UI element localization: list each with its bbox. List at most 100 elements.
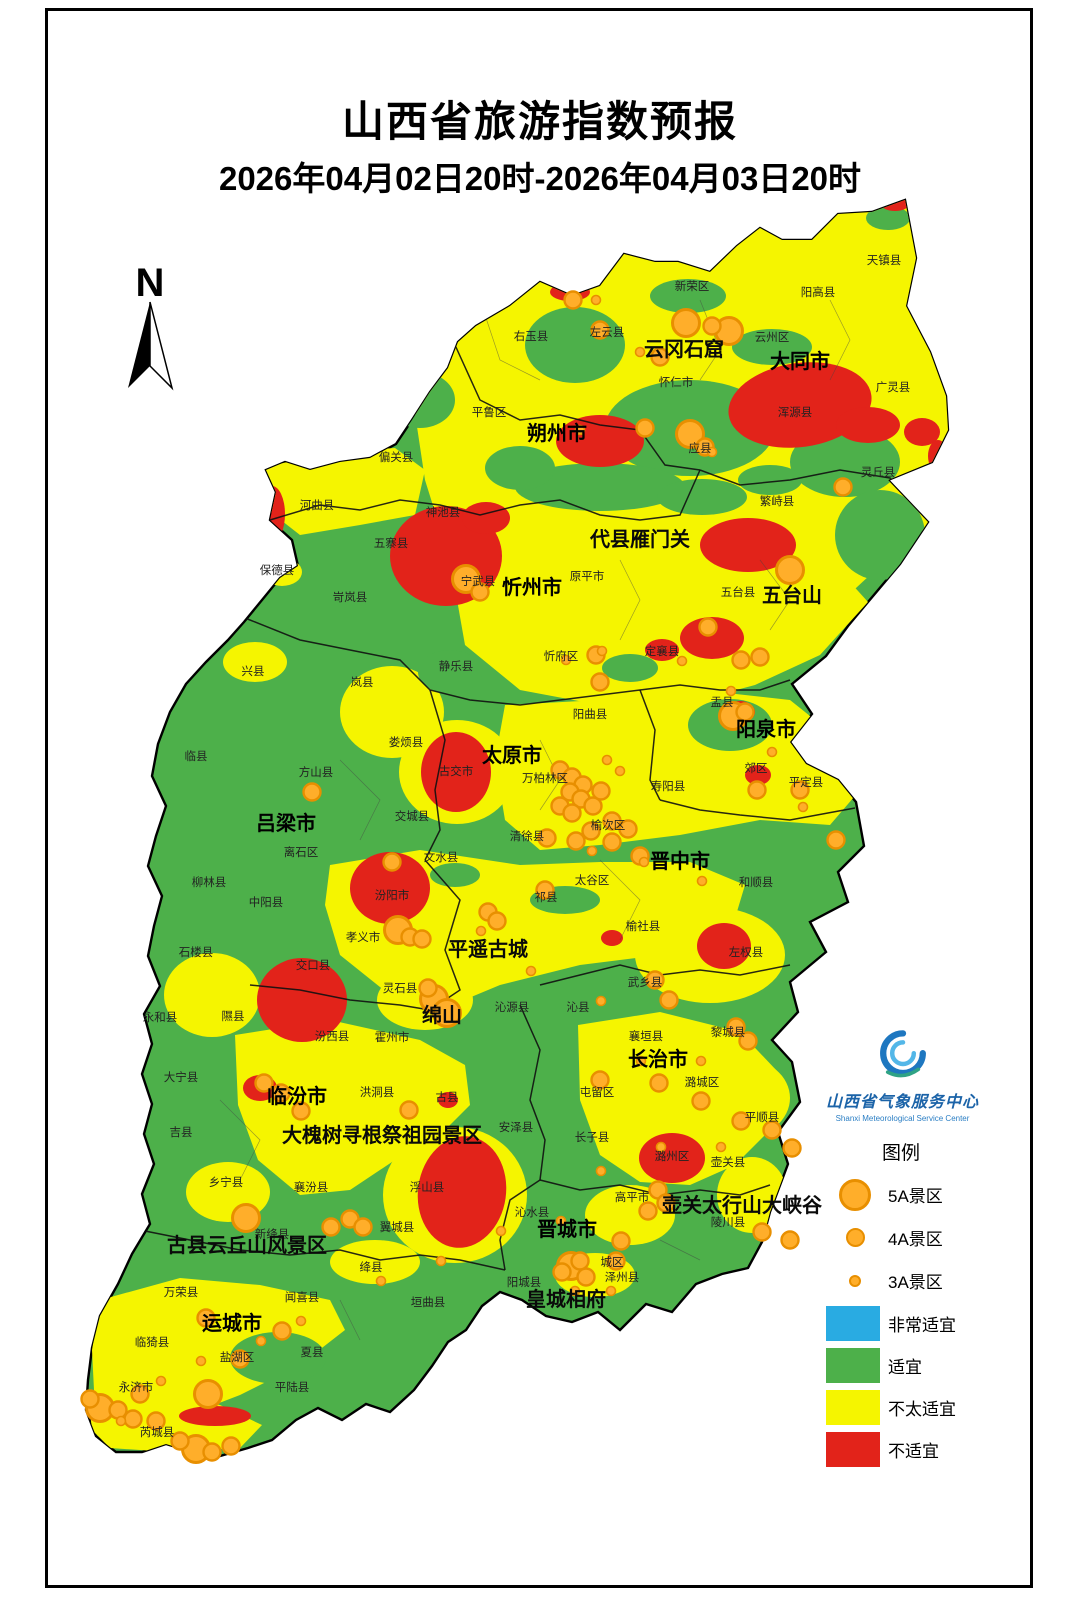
scenic-spot-marker-5a xyxy=(675,419,705,449)
scenic-spot-marker-4a xyxy=(570,1251,590,1271)
scenic-spot-marker-4a xyxy=(731,650,751,670)
county-label: 闻喜县 xyxy=(285,1290,320,1304)
scenic-spot-marker-4a xyxy=(591,781,611,801)
county-label: 洪洞县 xyxy=(360,1085,395,1099)
scenic-spot-marker-4a xyxy=(762,1120,782,1140)
scenic-spot-marker-4a xyxy=(271,1083,291,1103)
scenic-spot-marker-3a xyxy=(655,1141,667,1153)
legend-label-less-suitable: 不太适宜 xyxy=(888,1399,956,1419)
legend-label-4a: 4A景区 xyxy=(888,1230,943,1249)
scenic-spot-marker-4a xyxy=(130,1384,150,1404)
scenic-spot-marker-5a xyxy=(671,308,701,338)
forecast-period: 2026年04月02日20时-2026年04月03日20时 xyxy=(218,160,862,197)
county-label: 岢岚县 xyxy=(333,591,368,604)
legend-row-3a: 3A景区 xyxy=(822,1259,1028,1302)
county-label: 汾西县 xyxy=(315,1030,350,1043)
county-label: 安泽县 xyxy=(499,1120,534,1134)
scenic-spot-marker-5a xyxy=(432,998,462,1028)
scenic-spot-marker-3a xyxy=(638,856,650,868)
scenic-spot-marker-4a xyxy=(782,1138,802,1158)
page-title: 山西省旅游指数预报 xyxy=(341,98,738,145)
scenic-spot-marker-4a xyxy=(566,831,586,851)
scenic-spot-marker-4a xyxy=(302,782,322,802)
county-label: 临猗县 xyxy=(135,1335,170,1349)
scenic-spot-marker-4a xyxy=(702,316,722,336)
legend-row-unsuitable: 不适宜 xyxy=(822,1428,1028,1470)
legend-label-very-suitable: 非常适宜 xyxy=(888,1315,956,1335)
legend: 图例 5A景区 4A景区 3A景区 非常适宜 适宜 不太适宜 不适宜 xyxy=(822,1138,1028,1470)
county-label: 左云县 xyxy=(590,325,625,339)
legend-label-5a: 5A景区 xyxy=(888,1187,943,1206)
scenic-spot-marker-4a xyxy=(537,828,557,848)
county-label: 隰县 xyxy=(222,1010,245,1023)
scenic-spot-marker-4a xyxy=(780,1230,800,1250)
scenic-spot-marker-4a xyxy=(698,617,718,637)
suitable-swatch xyxy=(826,1347,880,1383)
county-label: 壶关县 xyxy=(711,1155,746,1169)
scenic-spot-marker-4a xyxy=(602,832,622,852)
scenic-spot-marker-3a xyxy=(695,1055,707,1067)
scenic-spot-marker-4a xyxy=(650,347,670,367)
county-label: 柳林县 xyxy=(192,875,227,889)
scenic-spot-marker-4a xyxy=(321,1217,341,1237)
county-label: 翼城县 xyxy=(380,1221,415,1234)
north-label: N xyxy=(136,261,165,305)
county-label: 平鲁区 xyxy=(472,405,507,419)
county-label: 吉县 xyxy=(170,1126,193,1139)
scenic-spot-marker-4a xyxy=(80,1389,100,1409)
county-label: 偏关县 xyxy=(379,450,414,464)
county-label: 保德县 xyxy=(260,563,295,577)
county-label: 繁峙县 xyxy=(760,494,795,508)
scenic-spot-marker-5a xyxy=(775,555,805,585)
county-label: 古县 xyxy=(436,1090,459,1104)
county-label: 长子县 xyxy=(575,1131,610,1144)
scenic-spot-marker-4a xyxy=(659,990,679,1010)
scenic-spot-marker-4a xyxy=(412,929,432,949)
scenic-spot-marker-4a xyxy=(735,702,755,722)
4a-circle-icon xyxy=(822,1228,888,1247)
county-label: 榆社县 xyxy=(626,919,661,933)
city-label: 阳泉市 xyxy=(736,717,796,741)
county-label: 襄垣县 xyxy=(629,1029,664,1043)
county-label: 应县 xyxy=(689,441,712,455)
county-label: 五寨县 xyxy=(374,536,409,550)
scenic-spot-marker-4a xyxy=(487,911,507,931)
city-label: 临汾市 xyxy=(267,1084,327,1108)
county-label: 忻府区 xyxy=(544,649,579,663)
city-label: 晋城市 xyxy=(537,1217,597,1241)
scenic-spot-marker-4a xyxy=(790,780,810,800)
very-suitable-swatch xyxy=(826,1305,880,1341)
county-label: 神池县 xyxy=(426,505,461,519)
legend-row-5a: 5A景区 xyxy=(822,1173,1028,1216)
scenic-spot-label: 大槐树寻根祭祖园景区 xyxy=(282,1123,482,1147)
scenic-spot-marker-3a xyxy=(635,1055,647,1067)
scenic-spot-marker-3a xyxy=(706,446,718,458)
county-label: 天镇县 xyxy=(867,253,902,267)
county-label: 离石区 xyxy=(284,845,319,859)
county-label: 屯留区 xyxy=(580,1086,615,1099)
scenic-spot-label: 平遥古城 xyxy=(448,937,528,961)
county-label: 云州区 xyxy=(755,331,790,344)
scenic-spot-marker-3a xyxy=(601,754,613,766)
county-label: 阳城县 xyxy=(507,1276,542,1289)
county-label: 交口县 xyxy=(296,958,331,972)
scenic-spot-marker-3a xyxy=(375,1275,387,1287)
prefecture-borders xyxy=(139,344,931,1271)
county-label: 阳曲县 xyxy=(573,708,608,721)
scenic-spot-marker-4a xyxy=(170,1431,190,1451)
scenic-spot-label: 壶关太行山大峡谷 xyxy=(662,1193,823,1217)
scenic-spot-marker-3a xyxy=(574,424,586,436)
county-label: 静乐县 xyxy=(439,659,474,673)
scenic-spot-marker-4a xyxy=(123,1409,143,1429)
scenic-spot-marker-4a xyxy=(645,970,665,990)
county-label: 泽州县 xyxy=(605,1271,640,1284)
scenic-spot-marker-3a xyxy=(555,1215,567,1227)
county-label: 新绛县 xyxy=(255,1227,290,1241)
scenic-spot-marker-4a xyxy=(649,1073,669,1093)
scenic-spot-label: 皇城相府 xyxy=(526,1287,606,1311)
scenic-spot-marker-3a xyxy=(569,1285,581,1297)
county-label: 平定县 xyxy=(789,775,824,789)
smc-logo-name-en: Shanxi Meteorological Service Center xyxy=(835,1114,970,1123)
scenic-spot-marker-4a xyxy=(826,830,846,850)
